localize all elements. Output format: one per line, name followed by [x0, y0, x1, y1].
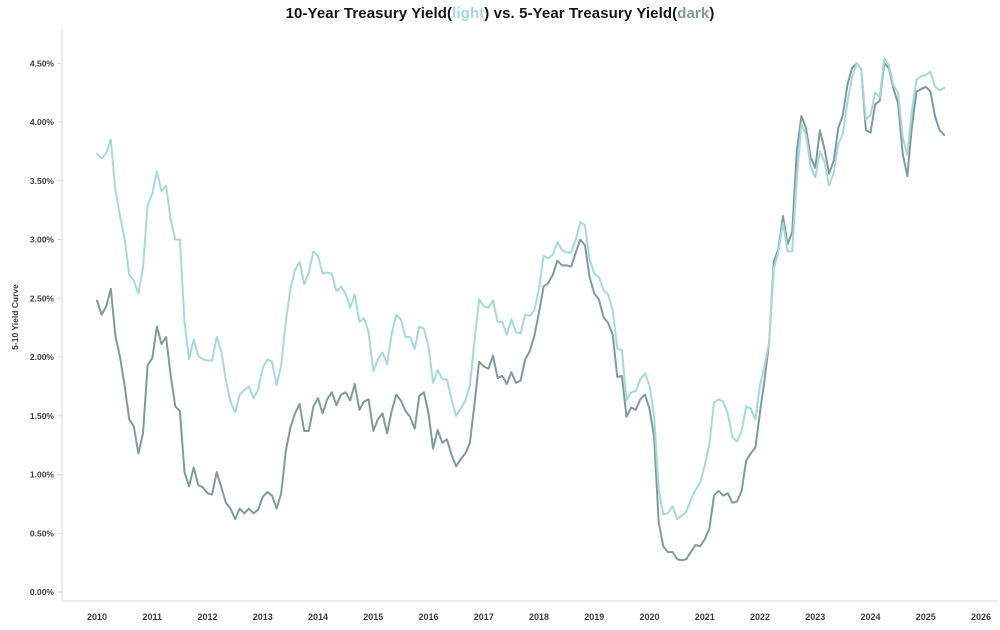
y-tick-label: 4.50% [30, 58, 55, 68]
x-tick-label: 2024 [860, 612, 880, 622]
x-tick-label: 2013 [253, 612, 273, 622]
x-tick-label: 2018 [529, 612, 549, 622]
x-tick-label: 2026 [971, 612, 991, 622]
series-light-line [96, 57, 946, 521]
x-tick-label: 2025 [916, 612, 936, 622]
x-tick-label: 2023 [805, 612, 825, 622]
title-dark-word: dark [677, 5, 710, 22]
x-tick-label: 2010 [87, 612, 107, 622]
x-tick-label: 2020 [639, 612, 659, 622]
x-tick-label: 2015 [363, 612, 383, 622]
x-tick-label: 2011 [142, 612, 162, 622]
y-tick-label: 3.00% [30, 235, 55, 245]
y-tick-label: 2.50% [30, 293, 55, 303]
x-tick-label: 2012 [197, 612, 217, 622]
y-tick-label: 1.50% [30, 411, 55, 421]
y-axis-title: 5-10 Yield Curve [10, 284, 20, 350]
chart-title: 10-Year Treasury Yield(light) vs. 5-Year… [0, 5, 1000, 22]
x-tick-label: 2014 [308, 612, 328, 622]
x-tick-label: 2021 [695, 612, 715, 622]
title-part2: ) vs. 5-Year Treasury Yield( [484, 5, 678, 22]
y-tick-label: 2.00% [30, 352, 55, 362]
x-tick-label: 2017 [474, 612, 494, 622]
y-tick-label: 3.50% [30, 176, 55, 186]
title-part1: 10-Year Treasury Yield( [285, 5, 453, 22]
y-tick-label: 0.50% [30, 528, 55, 538]
x-tick-label: 2022 [750, 612, 770, 622]
x-tick-label: 2019 [584, 612, 604, 622]
title-light-word: light [452, 5, 485, 22]
y-tick-label: 0.00% [30, 587, 55, 597]
series-dark-line [96, 62, 946, 562]
title-part3: ) [709, 5, 715, 22]
y-tick-label: 4.00% [30, 117, 55, 127]
y-tick-label: 1.00% [30, 470, 55, 480]
x-tick-label: 2016 [418, 612, 438, 622]
